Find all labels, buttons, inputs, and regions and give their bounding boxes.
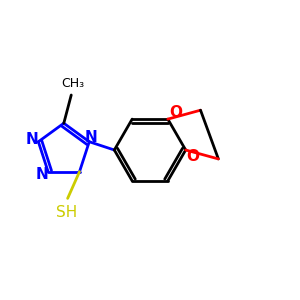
Text: O: O — [187, 149, 200, 164]
Text: SH: SH — [56, 205, 77, 220]
Text: N: N — [84, 130, 97, 145]
Text: O: O — [169, 105, 182, 120]
Text: CH₃: CH₃ — [61, 77, 84, 90]
Text: N: N — [35, 167, 48, 182]
Text: N: N — [26, 132, 38, 147]
